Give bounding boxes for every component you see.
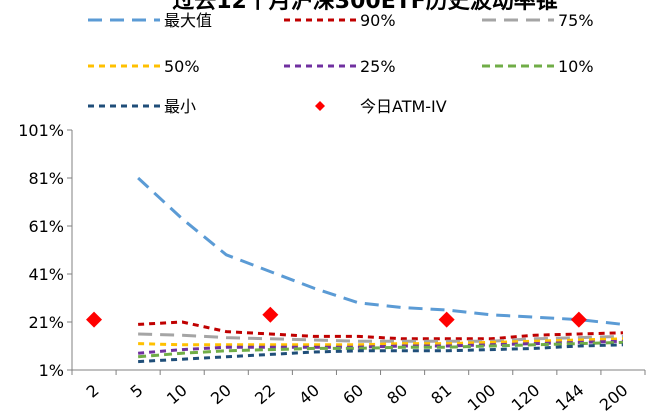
legend-item: 90% [284,11,396,30]
x-tick-label: 2 [83,381,103,402]
legend-label: 25% [360,57,396,76]
legend-item: 50% [88,57,200,76]
legend-label: 今日ATM-IV [360,97,447,116]
x-tick-label: 22 [251,381,279,409]
series-layer [137,176,624,364]
x-tick-label: 144 [552,381,588,412]
series-line-4 [138,337,624,347]
x-tick-label: 100 [464,381,500,412]
atm-iv-marker [262,306,279,323]
x-tick-label: 200 [596,381,632,412]
x-tick-label: 80 [383,381,411,409]
x-tick-label: 10 [163,381,191,409]
legend-label: 最小 [164,97,196,116]
chart-title: 过去12个月沪深300ETF历史波动率锥 [172,0,558,14]
y-tick-label: 81% [28,169,64,188]
series-line-2 [138,320,624,341]
marker-layer [86,306,587,328]
series-line-7 [138,343,624,364]
y-tick-label: 1% [39,361,64,380]
x-tick-label: 60 [339,381,367,409]
x-tick-label: 120 [508,381,544,412]
legend-item: 今日ATM-IV [315,97,447,116]
y-tick-label: 61% [28,217,64,236]
x-tick-label: 81 [427,381,455,409]
legend-item: 最小 [88,97,196,116]
legend-label: 50% [164,57,200,76]
legend-label: 75% [558,11,594,30]
series-line-5 [137,339,624,355]
legend-label: 10% [558,57,594,76]
legend-item: 75% [482,11,594,30]
atm-iv-marker [570,311,587,328]
legend-label: 最大值 [164,11,212,30]
atm-iv-marker [438,311,455,328]
x-tick-label: 20 [207,381,235,409]
series-line-1 [137,176,624,326]
y-tick-label: 41% [28,265,64,284]
legend-item: 10% [482,57,594,76]
x-tick-label: 40 [295,381,323,409]
atm-iv-marker [86,311,103,328]
legend-label: 90% [360,11,396,30]
x-tick-label: 5 [127,381,147,402]
legend-item: 最大值 [88,11,212,30]
series-line-3 [138,332,624,343]
y-tick-label: 101% [18,121,64,140]
legend-swatch [315,101,325,111]
axes: 101% 81% 61% 41% 21% 1% 2 5 10 20 22 40 60 80 81 100 120… [18,121,646,415]
series-line-6 [137,340,624,359]
legend: 最大值 90% 75% 50% 25% 10% 最小 今日ATM-IV [88,11,594,116]
legend-item: 25% [284,57,396,76]
y-tick-label: 21% [28,313,64,332]
